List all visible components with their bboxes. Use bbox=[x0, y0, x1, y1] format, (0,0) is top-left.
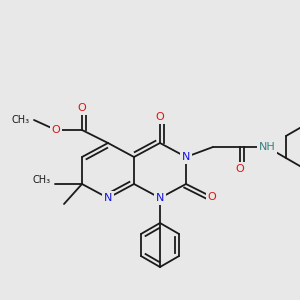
Text: O: O bbox=[52, 125, 60, 135]
Text: CH₃: CH₃ bbox=[33, 175, 51, 185]
Text: O: O bbox=[208, 192, 216, 202]
Text: CH₃: CH₃ bbox=[12, 115, 30, 125]
Text: NH: NH bbox=[259, 142, 275, 152]
Text: O: O bbox=[236, 164, 244, 174]
Text: O: O bbox=[78, 103, 86, 113]
Text: N: N bbox=[156, 193, 164, 203]
Text: N: N bbox=[104, 193, 112, 203]
Text: N: N bbox=[182, 152, 190, 162]
Text: O: O bbox=[156, 112, 164, 122]
